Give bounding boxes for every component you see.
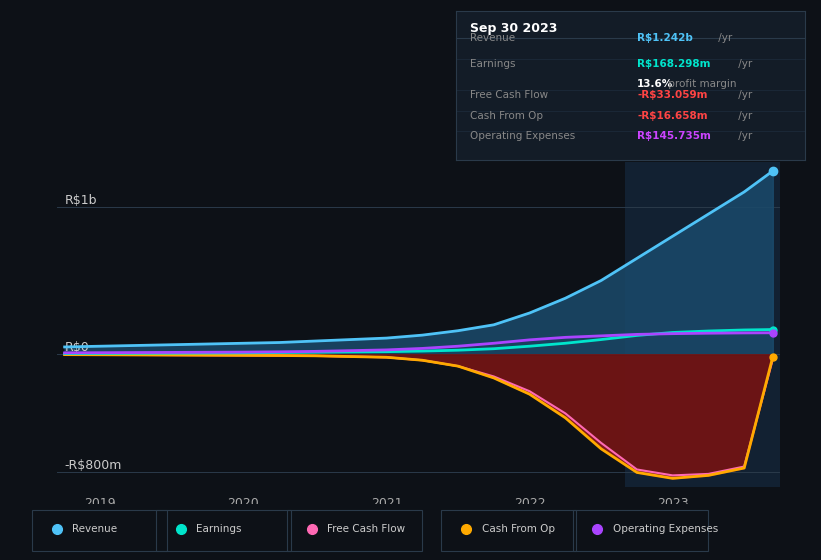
Text: Free Cash Flow: Free Cash Flow [327, 524, 406, 534]
Text: Earnings: Earnings [470, 59, 515, 69]
Text: Cash From Op: Cash From Op [481, 524, 554, 534]
Text: Free Cash Flow: Free Cash Flow [470, 90, 548, 100]
Text: R$145.735m: R$145.735m [637, 132, 711, 142]
Text: /yr: /yr [735, 111, 752, 120]
Text: -R$33.059m: -R$33.059m [637, 90, 708, 100]
Text: /yr: /yr [735, 132, 752, 142]
Text: -R$800m: -R$800m [65, 459, 122, 473]
Text: Cash From Op: Cash From Op [470, 111, 543, 120]
Text: Revenue: Revenue [470, 34, 515, 44]
Text: -R$16.658m: -R$16.658m [637, 111, 708, 120]
Text: R$1b: R$1b [65, 194, 97, 207]
Text: Earnings: Earnings [196, 524, 241, 534]
Text: profit margin: profit margin [665, 80, 736, 90]
Text: Revenue: Revenue [72, 524, 117, 534]
Text: /yr: /yr [735, 59, 752, 69]
Text: R$0: R$0 [65, 342, 89, 354]
Text: 13.6%: 13.6% [637, 80, 673, 90]
Text: Operating Expenses: Operating Expenses [612, 524, 718, 534]
Text: /yr: /yr [735, 90, 752, 100]
Text: R$168.298m: R$168.298m [637, 59, 711, 69]
Text: Sep 30 2023: Sep 30 2023 [470, 22, 557, 35]
Text: Operating Expenses: Operating Expenses [470, 132, 575, 142]
Text: R$1.242b: R$1.242b [637, 34, 693, 44]
Bar [626, 162, 780, 487]
Text: /yr: /yr [715, 34, 732, 44]
